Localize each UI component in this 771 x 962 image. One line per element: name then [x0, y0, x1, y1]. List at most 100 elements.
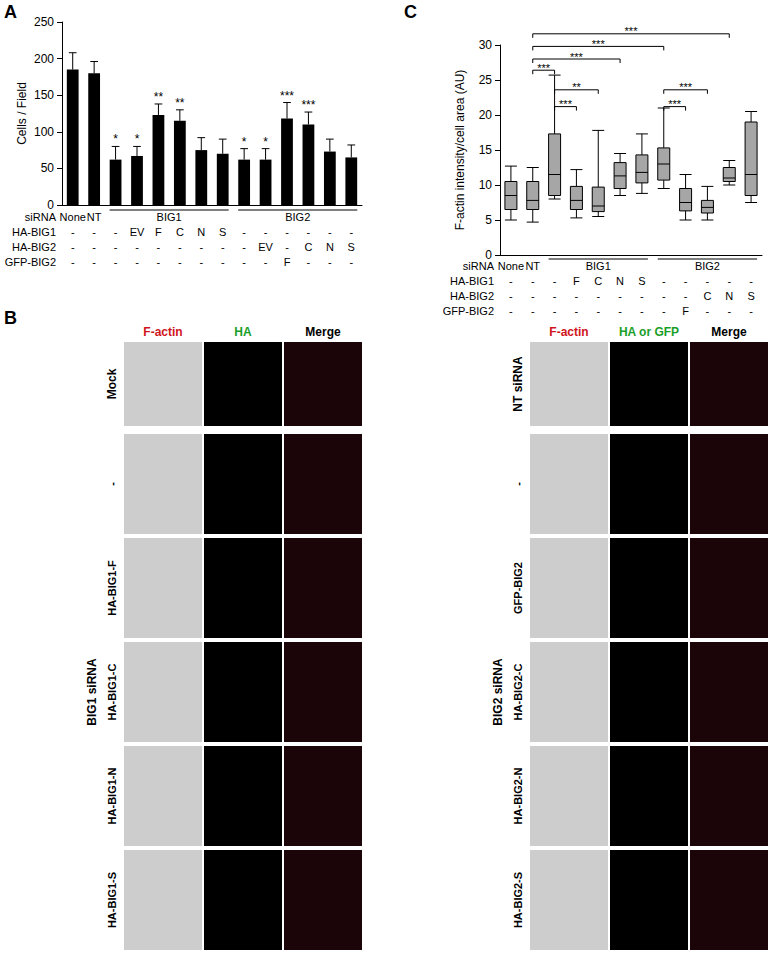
- svg-text:HA-BIG1: HA-BIG1: [12, 226, 56, 238]
- svg-text:siRNA: siRNA: [25, 211, 57, 223]
- svg-text:-: -: [618, 305, 622, 317]
- svg-text:A: A: [4, 2, 17, 22]
- svg-text:HA-BIG2: HA-BIG2: [450, 290, 494, 302]
- svg-text:-: -: [706, 275, 710, 287]
- svg-text:None: None: [498, 260, 524, 272]
- svg-text:-: -: [242, 241, 246, 253]
- svg-text:-: -: [596, 305, 600, 317]
- svg-text:-: -: [157, 241, 161, 253]
- svg-text:-: -: [509, 275, 513, 287]
- svg-text:-: -: [135, 256, 139, 268]
- svg-text:None: None: [60, 211, 86, 223]
- svg-text:Merge: Merge: [711, 325, 747, 339]
- svg-text:HA-BIG1-F: HA-BIG1-F: [106, 560, 118, 616]
- svg-text:BIG2: BIG2: [695, 260, 720, 272]
- svg-text:100: 100: [34, 125, 54, 139]
- svg-text:***: ***: [625, 25, 639, 37]
- svg-text:GFP-BIG2: GFP-BIG2: [5, 256, 56, 268]
- svg-text:N: N: [326, 241, 334, 253]
- svg-text:-: -: [242, 226, 246, 238]
- svg-text:F: F: [573, 275, 580, 287]
- svg-text:-: -: [684, 275, 688, 287]
- svg-text:5: 5: [485, 213, 492, 227]
- svg-text:-: -: [328, 256, 332, 268]
- svg-text:20: 20: [479, 108, 493, 122]
- svg-text:S: S: [747, 290, 754, 302]
- svg-text:-: -: [92, 241, 96, 253]
- svg-text:-: -: [285, 241, 289, 253]
- svg-text:-: -: [531, 290, 535, 302]
- svg-text:Merge: Merge: [305, 325, 341, 339]
- svg-text:-: -: [199, 256, 203, 268]
- svg-text:BIG2: BIG2: [285, 211, 310, 223]
- svg-text:*: *: [263, 135, 268, 149]
- svg-text:-: -: [618, 290, 622, 302]
- svg-text:**: **: [154, 90, 164, 104]
- svg-text:S: S: [638, 275, 645, 287]
- svg-text:*: *: [242, 135, 247, 149]
- svg-text:HA-BIG1: HA-BIG1: [450, 275, 494, 287]
- svg-text:0: 0: [47, 198, 54, 212]
- svg-text:150: 150: [34, 88, 54, 102]
- svg-text:HA-BIG1-C: HA-BIG1-C: [106, 664, 118, 721]
- svg-text:-: -: [135, 241, 139, 253]
- svg-text:-: -: [575, 305, 579, 317]
- svg-text:***: ***: [537, 62, 551, 74]
- svg-text:F: F: [155, 226, 162, 238]
- svg-text:-: -: [242, 256, 246, 268]
- svg-text:**: **: [175, 96, 185, 110]
- svg-text:-: -: [114, 241, 118, 253]
- svg-text:*: *: [135, 132, 140, 146]
- svg-text:EV: EV: [130, 226, 145, 238]
- svg-text:NT siRNA: NT siRNA: [511, 356, 525, 412]
- svg-text:250: 250: [34, 15, 54, 29]
- svg-text:S: S: [348, 241, 355, 253]
- svg-text:BIG1: BIG1: [157, 211, 182, 223]
- svg-text:-: -: [684, 290, 688, 302]
- svg-text:HA-BIG2-N: HA-BIG2-N: [512, 768, 524, 825]
- svg-text:-: -: [727, 305, 731, 317]
- svg-text:200: 200: [34, 52, 54, 66]
- svg-text:N: N: [197, 226, 205, 238]
- svg-text:30: 30: [479, 38, 493, 52]
- svg-text:-: -: [349, 256, 353, 268]
- svg-text:-: -: [92, 256, 96, 268]
- svg-text:***: ***: [559, 98, 573, 110]
- svg-text:-: -: [706, 305, 710, 317]
- svg-text:-: -: [285, 226, 289, 238]
- svg-text:Cells / Field: Cells / Field: [15, 82, 29, 145]
- svg-text:-: -: [512, 482, 524, 486]
- svg-text:15: 15: [479, 143, 493, 157]
- svg-text:-: -: [106, 482, 118, 486]
- svg-text:HA-BIG2-S: HA-BIG2-S: [512, 872, 524, 928]
- svg-text:-: -: [531, 305, 535, 317]
- svg-text:-: -: [662, 305, 666, 317]
- svg-text:F-actin: F-actin: [143, 325, 182, 339]
- svg-text:-: -: [264, 226, 268, 238]
- svg-text:-: -: [509, 305, 513, 317]
- svg-text:**: **: [572, 81, 581, 93]
- svg-text:-: -: [531, 275, 535, 287]
- svg-text:***: ***: [570, 51, 584, 63]
- svg-text:EV: EV: [258, 241, 273, 253]
- svg-text:-: -: [71, 256, 75, 268]
- svg-text:-: -: [71, 241, 75, 253]
- svg-text:S: S: [219, 226, 226, 238]
- svg-text:BIG2 siRNA: BIG2 siRNA: [491, 658, 505, 726]
- svg-text:-: -: [640, 290, 644, 302]
- svg-text:-: -: [749, 275, 753, 287]
- svg-text:***: ***: [280, 89, 294, 103]
- svg-text:-: -: [114, 226, 118, 238]
- svg-text:-: -: [509, 290, 513, 302]
- svg-text:HA-BIG1-N: HA-BIG1-N: [106, 768, 118, 825]
- svg-text:HA-BIG2-C: HA-BIG2-C: [512, 664, 524, 721]
- svg-text:BIG1: BIG1: [586, 260, 611, 272]
- svg-text:NT: NT: [87, 211, 102, 223]
- svg-text:HA or GFP: HA or GFP: [619, 325, 679, 339]
- svg-text:F: F: [682, 305, 689, 317]
- svg-text:BIG1 siRNA: BIG1 siRNA: [85, 658, 99, 726]
- svg-text:F: F: [284, 256, 291, 268]
- svg-text:-: -: [575, 290, 579, 302]
- svg-text:-: -: [264, 256, 268, 268]
- svg-text:C: C: [594, 275, 602, 287]
